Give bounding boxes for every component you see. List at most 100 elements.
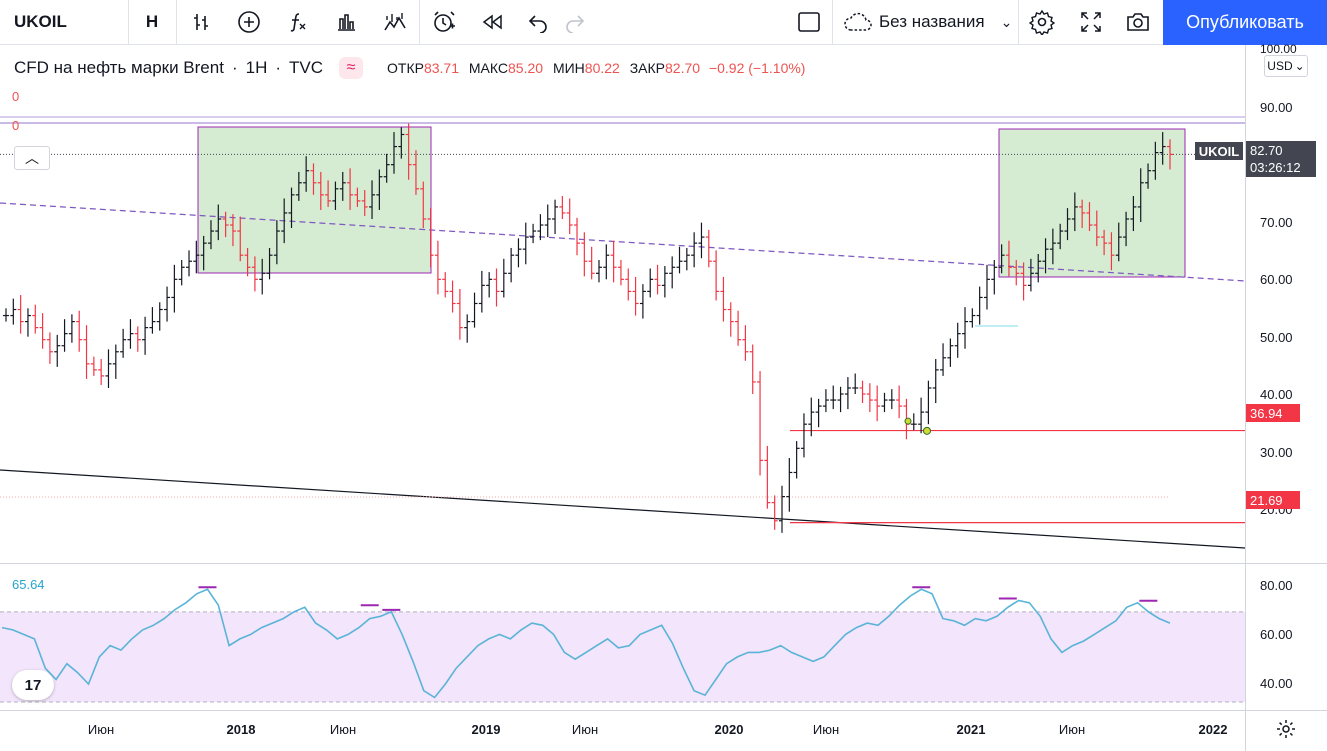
low-value: 80.22 — [584, 60, 620, 76]
ohlc-bar — [764, 445, 771, 509]
redo-button[interactable] — [555, 0, 595, 44]
ohlc-bar — [339, 171, 346, 201]
ohlc-bar — [669, 256, 676, 289]
layout-square-button[interactable] — [786, 0, 832, 44]
undo-button[interactable] — [518, 0, 558, 44]
symbol-search-button[interactable]: UKOIL — [0, 0, 128, 44]
ohlc-bar — [1145, 163, 1152, 189]
ohlc-bar — [1079, 199, 1086, 229]
symbol-tag: UKOIL — [1195, 142, 1243, 160]
camera-icon — [1127, 13, 1149, 31]
publish-button[interactable]: Опубликовать — [1163, 0, 1327, 45]
ohlc-bar — [127, 319, 134, 349]
close-value: 82.70 — [665, 60, 701, 76]
axis-corner — [1245, 710, 1327, 751]
time-tick: 2022 — [1198, 722, 1228, 737]
alert-button[interactable] — [420, 0, 468, 44]
time-tick: Июн — [87, 722, 115, 737]
ohlc-bar — [1049, 228, 1056, 265]
ohlc-bar — [383, 153, 390, 183]
ohlc-bar — [742, 325, 749, 361]
fullscreen-button[interactable] — [1067, 0, 1115, 44]
ohlc-bar — [698, 222, 705, 259]
ohlc-bar — [83, 325, 90, 379]
ohlc-bar — [822, 389, 829, 413]
rsi-tick: 40.00 — [1260, 676, 1293, 691]
ohlc-bar — [193, 240, 200, 274]
time-tick: Июн — [571, 722, 599, 737]
ohlc-bar — [1086, 202, 1093, 232]
ohlc-bar — [266, 247, 273, 280]
ohlc-bar — [244, 247, 251, 277]
indicators-button[interactable] — [273, 0, 321, 44]
ohlc-bar — [639, 284, 646, 319]
price-chart[interactable] — [0, 45, 1245, 710]
ohlc-bar — [288, 187, 295, 229]
ohlc-bar — [559, 196, 566, 219]
ohlc-bar — [647, 268, 654, 298]
bar-style-button[interactable] — [177, 0, 225, 44]
redo-icon — [566, 15, 585, 33]
collapse-legend-button[interactable]: ︿ — [14, 146, 50, 170]
ohlc-bar — [1101, 229, 1108, 256]
settings-icon — [1029, 9, 1055, 35]
price-tick: 50.00 — [1260, 330, 1293, 345]
bar-style-icon — [194, 14, 208, 30]
ohlc-bar — [515, 238, 522, 268]
ohlc-bar — [68, 314, 75, 343]
ohlc-bar — [566, 198, 573, 235]
trend-line — [0, 469, 1245, 549]
ohlc-bar — [632, 276, 639, 316]
ohlc-bar — [1042, 238, 1049, 274]
tradingview-logo[interactable]: 17 — [12, 670, 54, 700]
ohlc-bar — [998, 244, 1005, 274]
fx-indicator-icon — [290, 13, 306, 32]
ohlc-bar — [98, 359, 105, 385]
currency-select[interactable]: USD ⌄ — [1264, 55, 1308, 77]
high-value: 85.20 — [508, 60, 544, 76]
ohlc-bar — [105, 349, 112, 388]
ohlc-bar — [800, 413, 807, 458]
ohlc-bar — [925, 380, 932, 425]
layout-name-button[interactable]: Без названия ⌄ — [833, 0, 1019, 44]
interval-button[interactable]: H — [129, 0, 175, 44]
fullscreen-square-icon — [798, 12, 820, 32]
current-price: 82.70 — [1250, 143, 1283, 158]
replay-button[interactable] — [468, 0, 516, 44]
currency-label: USD — [1267, 59, 1293, 73]
ohlc-bar — [808, 397, 815, 437]
ohlc-bar — [134, 326, 141, 352]
change-value: −0.92 (−1.10%) — [708, 60, 806, 76]
chart-type-button[interactable] — [321, 0, 371, 44]
ohlc-bar — [932, 359, 939, 404]
time-axis[interactable]: Июн 2018 Июн 2019 Июн 2020 Июн 2021 Июн … — [0, 710, 1245, 751]
ohlc-bar — [471, 292, 478, 328]
ohlc-bar — [1152, 141, 1159, 180]
ohlc-bar — [149, 307, 156, 334]
ohlc-bar — [940, 343, 947, 376]
ohlc-bar — [544, 204, 551, 238]
pane-separator[interactable] — [0, 563, 1327, 564]
ohlc-bar — [793, 441, 800, 479]
logo-text: 17 — [24, 676, 42, 694]
wave-icon[interactable]: ≈ — [339, 57, 364, 79]
indicator-zero-1: 0 — [12, 89, 20, 104]
compare-button[interactable] — [371, 0, 419, 44]
ohlc-bar — [207, 220, 214, 250]
settings-icon[interactable] — [1275, 718, 1297, 740]
ohlc-bar — [317, 171, 324, 210]
ohlc-bar — [500, 258, 507, 298]
ohlc-bar — [273, 220, 280, 265]
price-tick: 100.00 — [1260, 42, 1297, 56]
settings-button[interactable] — [1019, 0, 1065, 44]
ohlc-bar — [918, 397, 925, 434]
cloud-icon — [844, 12, 872, 31]
ohlc-bar — [1130, 196, 1137, 232]
ohlc-bar — [727, 302, 734, 337]
ohlc-bar — [625, 268, 632, 301]
ohlc-bar — [46, 332, 53, 364]
snapshot-button[interactable] — [1115, 0, 1161, 44]
price-tick: 70.00 — [1260, 215, 1293, 230]
add-indicator-button[interactable] — [225, 0, 273, 44]
legend-title[interactable]: CFD на нефть марки Brent — [14, 58, 224, 77]
